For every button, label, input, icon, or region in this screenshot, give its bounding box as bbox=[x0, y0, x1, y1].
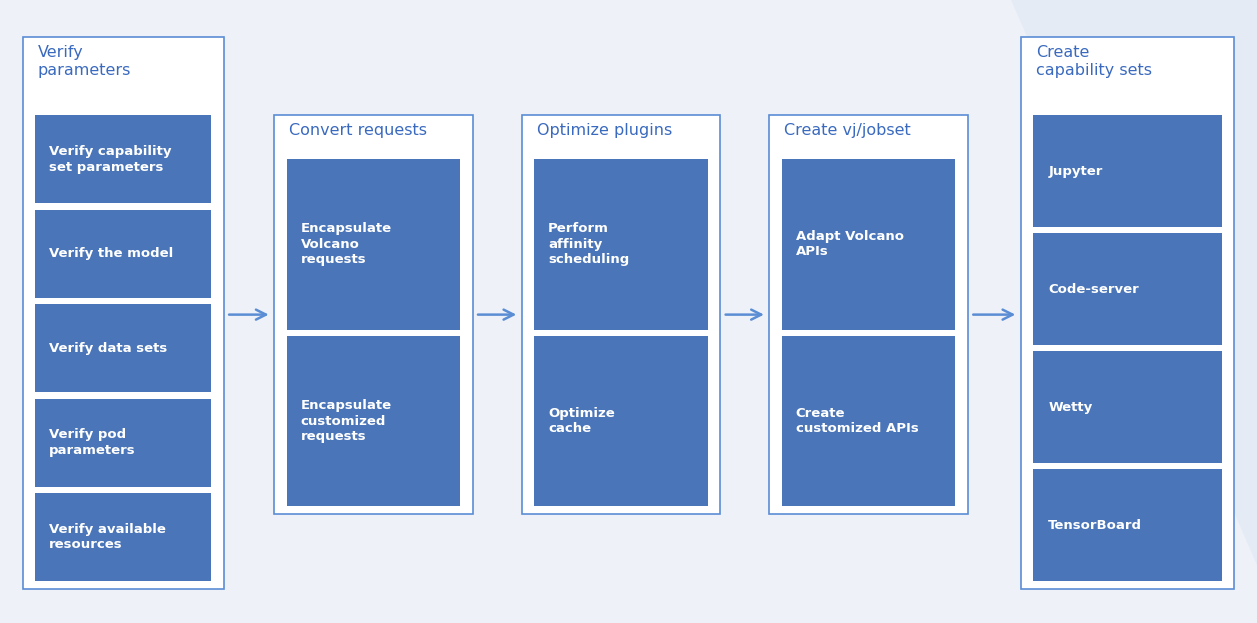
Bar bbox=[35, 399, 211, 487]
Bar bbox=[35, 115, 211, 204]
Bar bbox=[1033, 233, 1222, 345]
Text: Create
customized APIs: Create customized APIs bbox=[796, 407, 919, 435]
Text: Convert requests: Convert requests bbox=[289, 123, 427, 138]
Text: Create
capability sets: Create capability sets bbox=[1036, 45, 1151, 78]
Bar bbox=[287, 159, 460, 330]
Bar bbox=[534, 336, 708, 506]
Text: Encapsulate
Volcano
requests: Encapsulate Volcano requests bbox=[300, 222, 392, 266]
Text: Optimize
cache: Optimize cache bbox=[548, 407, 615, 435]
Polygon shape bbox=[566, 0, 1257, 623]
Bar bbox=[782, 159, 955, 330]
Bar bbox=[274, 115, 473, 514]
Text: Verify capability
set parameters: Verify capability set parameters bbox=[49, 145, 172, 174]
Text: Verify the model: Verify the model bbox=[49, 247, 173, 260]
Bar bbox=[1033, 115, 1222, 227]
Text: Verify pod
parameters: Verify pod parameters bbox=[49, 429, 136, 457]
Text: Optimize plugins: Optimize plugins bbox=[537, 123, 672, 138]
Text: Verify
parameters: Verify parameters bbox=[38, 45, 131, 78]
Text: Verify available
resources: Verify available resources bbox=[49, 523, 166, 551]
Bar bbox=[287, 336, 460, 506]
Text: Jupyter: Jupyter bbox=[1048, 164, 1102, 178]
Text: Encapsulate
customized
requests: Encapsulate customized requests bbox=[300, 399, 392, 443]
Bar bbox=[769, 115, 968, 514]
Bar bbox=[1033, 351, 1222, 463]
Bar bbox=[35, 304, 211, 392]
Bar bbox=[1021, 37, 1234, 589]
Text: Wetty: Wetty bbox=[1048, 401, 1092, 414]
Bar bbox=[1033, 469, 1222, 581]
Text: TensorBoard: TensorBoard bbox=[1048, 519, 1143, 532]
Text: Perform
affinity
scheduling: Perform affinity scheduling bbox=[548, 222, 630, 266]
Text: Verify data sets: Verify data sets bbox=[49, 342, 167, 354]
Text: Code-server: Code-server bbox=[1048, 283, 1139, 296]
Bar bbox=[534, 159, 708, 330]
Bar bbox=[23, 37, 224, 589]
Bar bbox=[35, 210, 211, 298]
Text: Adapt Volcano
APIs: Adapt Volcano APIs bbox=[796, 230, 904, 259]
Bar bbox=[522, 115, 720, 514]
Text: Create vj/jobset: Create vj/jobset bbox=[784, 123, 911, 138]
Bar bbox=[782, 336, 955, 506]
Bar bbox=[35, 493, 211, 581]
